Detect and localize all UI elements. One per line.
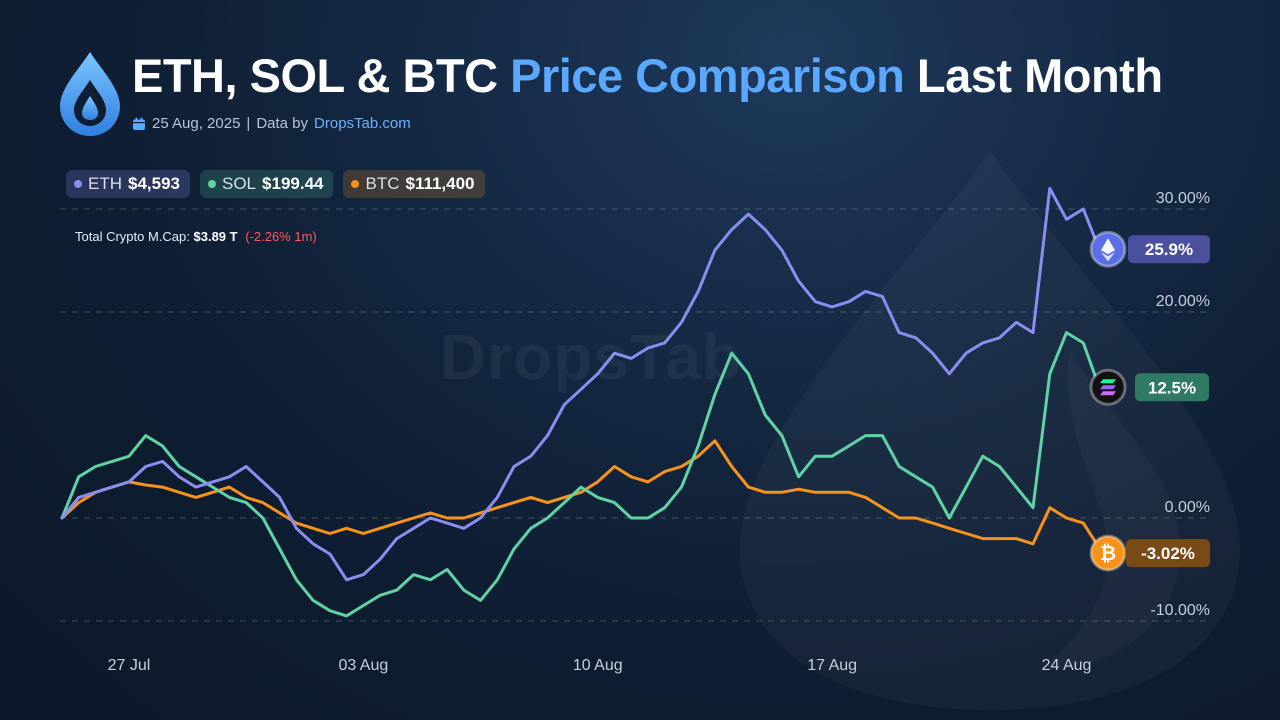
legend-eth: ETH $4,593 — [66, 170, 190, 198]
brand-link[interactable]: DropsTab.com — [314, 115, 411, 132]
title-prefix: ETH, SOL & BTC — [132, 49, 498, 102]
y-tick-label: -10.00% — [1150, 602, 1210, 619]
x-tick-label: 17 Aug — [807, 657, 857, 674]
legend-eth-dot — [74, 180, 82, 188]
legend-eth-price: $4,593 — [128, 174, 180, 193]
end-label-box-btc — [1126, 539, 1210, 568]
y-tick-label: 20.00% — [1156, 293, 1210, 310]
end-label-eth: 25.9% — [1145, 240, 1193, 259]
market-cap-change: (-2.26% 1m) — [245, 229, 317, 244]
ethereum-diamond-bottom — [1101, 252, 1115, 262]
solana-bar — [1100, 385, 1116, 390]
legend-btc-dot — [351, 180, 360, 188]
y-tick-label: 0.00% — [1165, 499, 1210, 516]
dropstab-logo-icon — [60, 52, 120, 136]
y-tick-label: 30.00% — [1156, 190, 1210, 207]
market-cap: Total Crypto M.Cap: $3.89 T (-2.26% 1m) — [75, 229, 317, 244]
ethereum-diamond-top — [1101, 238, 1115, 255]
legend: ETH $4,593 SOL $199.44 BTC $111,400 — [66, 170, 485, 198]
legend-eth-name: ETH — [88, 174, 122, 193]
legend-btc: BTC $111,400 — [343, 170, 485, 198]
page-title: ETH, SOL & BTC Price Comparison Last Mon… — [132, 48, 1163, 103]
end-label-box-sol — [1135, 373, 1209, 402]
title-accent: Price Comparison — [510, 49, 905, 102]
calendar-icon — [133, 117, 145, 130]
end-label-sol: 12.5% — [1148, 378, 1196, 397]
series-line-btc — [60, 439, 1102, 551]
date-text: 25 Aug, 2025 — [152, 115, 241, 132]
end-label-btc: -3.02% — [1141, 544, 1195, 563]
solana-bar — [1100, 379, 1116, 384]
bitcoin-icon — [1089, 534, 1127, 572]
legend-sol-price: $199.44 — [262, 174, 324, 193]
x-tick-label: 10 Aug — [573, 657, 623, 674]
series-line-eth — [60, 186, 1102, 582]
legend-sol: SOL $199.44 — [200, 170, 334, 198]
end-label-box-eth — [1128, 235, 1210, 264]
legend-sol-name: SOL — [222, 174, 257, 193]
x-tick-label: 24 Aug — [1042, 657, 1092, 674]
solana-bar — [1100, 391, 1116, 396]
title-suffix: Last Month — [916, 49, 1163, 102]
x-tick-label: 03 Aug — [338, 657, 388, 674]
legend-btc-name: BTC — [365, 174, 400, 193]
bitcoin-symbol: ₿ — [1100, 543, 1116, 565]
data-by-text: Data by — [256, 115, 309, 132]
series-line-sol — [60, 331, 1102, 618]
subtitle: 25 Aug, 2025 | Data by DropsTab.com — [132, 115, 411, 132]
separator: | — [246, 115, 251, 132]
x-tick-label: 27 Jul — [108, 657, 151, 674]
legend-btc-price: $111,400 — [405, 174, 475, 193]
market-cap-value: $3.89 T — [193, 229, 238, 244]
legend-sol-dot — [208, 180, 216, 188]
market-cap-label: Total Crypto M.Cap: — [75, 229, 190, 244]
